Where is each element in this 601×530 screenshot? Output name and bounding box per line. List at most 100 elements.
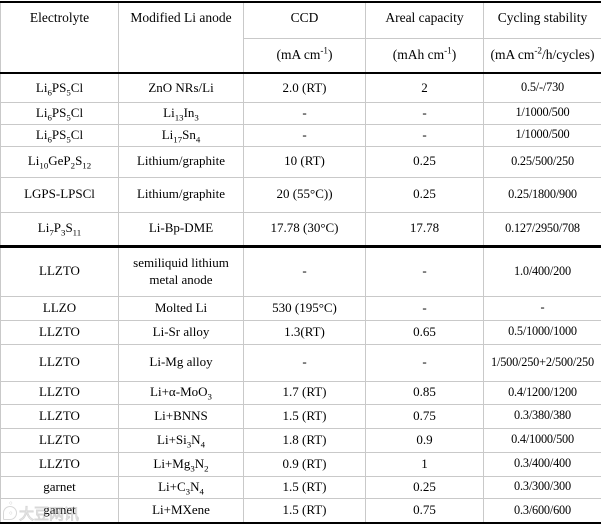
cell-anode: Molted Li <box>119 296 244 320</box>
cell-anode: Li+MXene <box>119 498 244 523</box>
cell-anode: Li+Si3N4 <box>119 428 244 452</box>
cell-anode: Li+BNNS <box>119 404 244 428</box>
cell-anode: semiliquid lithium metal anode <box>119 246 244 296</box>
table-row: LLZTO Li-Mg alloy - - 1/500/250+2/500/25… <box>1 344 601 381</box>
cell-ccd: 1.5 (RT) <box>244 476 366 498</box>
cell-areal-capacity: 0.25 <box>366 177 484 212</box>
cell-anode: Li-Bp-DME <box>119 212 244 246</box>
table-body: Li6PS5Cl ZnO NRs/Li 2.0 (RT) 2 0.5/-/730… <box>1 73 601 523</box>
cell-ccd: 10 (RT) <box>244 146 366 177</box>
unit-areal-capacity: (mAh cm-1) <box>366 38 484 73</box>
cell-electrolyte: LLZTO <box>1 404 119 428</box>
column-header-cycling-stability: Cycling stability <box>484 2 601 38</box>
cell-cycling-stability: 0.3/380/380 <box>484 404 601 428</box>
cell-electrolyte: LLZTO <box>1 246 119 296</box>
header-title-row: Electrolyte Modified Li anode CCD Areal … <box>1 2 601 38</box>
table-row: LLZTO Li+α-MoO3 1.7 (RT) 0.85 0.4/1200/1… <box>1 381 601 404</box>
cell-cycling-stability: 0.25/500/250 <box>484 146 601 177</box>
cell-cycling-stability: 0.3/600/600 <box>484 498 601 523</box>
cell-electrolyte: Li7P3S11 <box>1 212 119 246</box>
cell-electrolyte: LLZO <box>1 296 119 320</box>
cell-anode: Li+α-MoO3 <box>119 381 244 404</box>
cell-areal-capacity: 0.65 <box>366 320 484 344</box>
cell-anode: ZnO NRs/Li <box>119 73 244 102</box>
cell-ccd: - <box>244 102 366 124</box>
cell-areal-capacity: 0.25 <box>366 476 484 498</box>
cell-areal-capacity: - <box>366 296 484 320</box>
table-row: Li10GeP2S12 Lithium/graphite 10 (RT) 0.2… <box>1 146 601 177</box>
cell-anode: Li+C3N4 <box>119 476 244 498</box>
cell-ccd: 1.8 (RT) <box>244 428 366 452</box>
cell-ccd: 2.0 (RT) <box>244 73 366 102</box>
cell-electrolyte: LGPS-LPSCl <box>1 177 119 212</box>
unit-cycling-stability: (mA cm-2/h/cycles) <box>484 38 601 73</box>
cell-electrolyte: Li6PS5Cl <box>1 124 119 146</box>
cell-cycling-stability: 0.127/2950/708 <box>484 212 601 246</box>
cell-anode: Li-Mg alloy <box>119 344 244 381</box>
cell-electrolyte: LLZTO <box>1 320 119 344</box>
table-row: garnet Li+C3N4 1.5 (RT) 0.25 0.3/300/300 <box>1 476 601 498</box>
cell-areal-capacity: 0.85 <box>366 381 484 404</box>
column-header-ccd: CCD <box>244 2 366 38</box>
cell-areal-capacity: - <box>366 124 484 146</box>
cell-cycling-stability: 1/1000/500 <box>484 102 601 124</box>
cell-areal-capacity: 2 <box>366 73 484 102</box>
cell-electrolyte: LLZTO <box>1 452 119 476</box>
cell-ccd: - <box>244 344 366 381</box>
cell-cycling-stability: 0.4/1200/1200 <box>484 381 601 404</box>
cell-cycling-stability: 1/500/250+2/500/250 <box>484 344 601 381</box>
cell-areal-capacity: 0.25 <box>366 146 484 177</box>
cell-anode: Li17Sn4 <box>119 124 244 146</box>
cell-ccd: 1.5 (RT) <box>244 498 366 523</box>
cell-electrolyte: Li6PS5Cl <box>1 73 119 102</box>
cell-cycling-stability: 0.3/400/400 <box>484 452 601 476</box>
cell-cycling-stability: 1.0/400/200 <box>484 246 601 296</box>
cell-anode: Li13In3 <box>119 102 244 124</box>
cell-cycling-stability: 0.5/1000/1000 <box>484 320 601 344</box>
cell-ccd: 20 (55°C)) <box>244 177 366 212</box>
column-header-modified-li-anode: Modified Li anode <box>119 2 244 73</box>
cell-ccd: 1.5 (RT) <box>244 404 366 428</box>
table-row: LLZTO Li+BNNS 1.5 (RT) 0.75 0.3/380/380 <box>1 404 601 428</box>
cell-ccd: - <box>244 246 366 296</box>
cell-cycling-stability: 0.3/300/300 <box>484 476 601 498</box>
cell-areal-capacity: 0.75 <box>366 498 484 523</box>
table-row: LLZTO Li-Sr alloy 1.3(RT) 0.65 0.5/1000/… <box>1 320 601 344</box>
table-row: Li6PS5Cl Li13In3 - - 1/1000/500 <box>1 102 601 124</box>
table-row: LLZTO semiliquid lithium metal anode - -… <box>1 246 601 296</box>
cell-cycling-stability: - <box>484 296 601 320</box>
cell-electrolyte: LLZTO <box>1 381 119 404</box>
cell-electrolyte: LLZTO <box>1 428 119 452</box>
table-row: LLZTO Li+Si3N4 1.8 (RT) 0.9 0.4/1000/500 <box>1 428 601 452</box>
cell-ccd: 1.3(RT) <box>244 320 366 344</box>
table-row: Li6PS5Cl ZnO NRs/Li 2.0 (RT) 2 0.5/-/730 <box>1 73 601 102</box>
table-row: LLZTO Li+Mg3N2 0.9 (RT) 1 0.3/400/400 <box>1 452 601 476</box>
cell-areal-capacity: 0.75 <box>366 404 484 428</box>
cell-electrolyte: LLZTO <box>1 344 119 381</box>
unit-ccd: (mA cm-1) <box>244 38 366 73</box>
cell-anode: Lithium/graphite <box>119 146 244 177</box>
table-row: LGPS-LPSCl Lithium/graphite 20 (55°C)) 0… <box>1 177 601 212</box>
cell-anode: Lithium/graphite <box>119 177 244 212</box>
cell-electrolyte: garnet <box>1 498 119 523</box>
cell-ccd: 530 (195°C) <box>244 296 366 320</box>
cell-areal-capacity: 17.78 <box>366 212 484 246</box>
cell-electrolyte: Li6PS5Cl <box>1 102 119 124</box>
cell-ccd: 0.9 (RT) <box>244 452 366 476</box>
column-header-electrolyte: Electrolyte <box>1 2 119 73</box>
column-header-areal-capacity: Areal capacity <box>366 2 484 38</box>
cell-cycling-stability: 0.25/1800/900 <box>484 177 601 212</box>
table-header: Electrolyte Modified Li anode CCD Areal … <box>1 2 601 73</box>
cell-ccd: 17.78 (30°C) <box>244 212 366 246</box>
cell-areal-capacity: 0.9 <box>366 428 484 452</box>
table-row: Li7P3S11 Li-Bp-DME 17.78 (30°C) 17.78 0.… <box>1 212 601 246</box>
cell-areal-capacity: - <box>366 246 484 296</box>
cell-anode: Li-Sr alloy <box>119 320 244 344</box>
cell-electrolyte: garnet <box>1 476 119 498</box>
table-row: garnet Li+MXene 1.5 (RT) 0.75 0.3/600/60… <box>1 498 601 523</box>
cell-electrolyte: Li10GeP2S12 <box>1 146 119 177</box>
cell-areal-capacity: - <box>366 344 484 381</box>
cell-ccd: 1.7 (RT) <box>244 381 366 404</box>
table-row: Li6PS5Cl Li17Sn4 - - 1/1000/500 <box>1 124 601 146</box>
